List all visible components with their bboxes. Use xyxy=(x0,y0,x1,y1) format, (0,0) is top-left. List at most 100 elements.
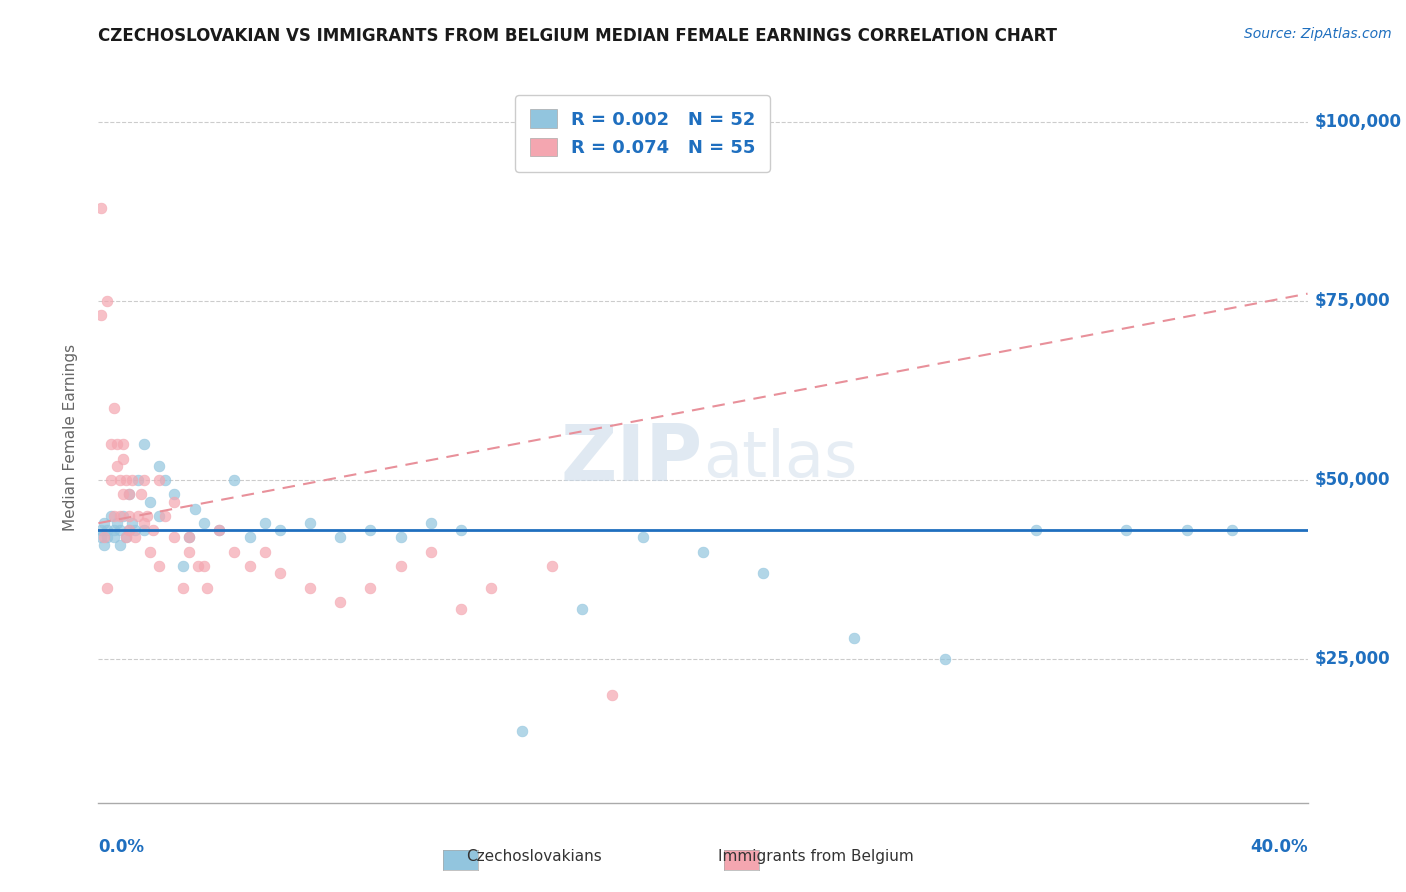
Point xyxy=(103,508,125,523)
Point xyxy=(100,508,122,523)
Point xyxy=(481,581,503,595)
Point xyxy=(1220,524,1243,538)
Point xyxy=(602,688,624,702)
Point xyxy=(90,531,112,545)
Point xyxy=(111,437,134,451)
Text: 0.0%: 0.0% xyxy=(98,838,145,856)
Point xyxy=(1175,524,1198,538)
Point xyxy=(195,581,218,595)
Point xyxy=(105,516,128,530)
Text: $50,000: $50,000 xyxy=(1315,471,1391,489)
Point xyxy=(239,559,262,574)
Point xyxy=(135,508,157,523)
Point xyxy=(208,524,231,538)
Point xyxy=(177,545,201,559)
Point xyxy=(132,437,155,451)
Point xyxy=(172,559,194,574)
Y-axis label: Median Female Earnings: Median Female Earnings xyxy=(63,343,77,531)
Point xyxy=(329,531,352,545)
Point xyxy=(299,516,322,530)
Point xyxy=(184,501,207,516)
Point xyxy=(450,524,472,538)
Point xyxy=(111,487,134,501)
Point xyxy=(121,473,143,487)
Point xyxy=(208,524,231,538)
Point xyxy=(752,566,775,581)
Point xyxy=(163,487,186,501)
Point xyxy=(96,524,118,538)
Point xyxy=(239,531,262,545)
Point xyxy=(139,494,162,508)
Point xyxy=(100,473,122,487)
Point xyxy=(127,508,149,523)
Point xyxy=(93,538,115,552)
Text: Immigrants from Belgium: Immigrants from Belgium xyxy=(717,849,914,863)
Point xyxy=(96,581,118,595)
Point xyxy=(114,473,136,487)
Point xyxy=(540,559,562,574)
Point xyxy=(360,524,382,538)
Text: $25,000: $25,000 xyxy=(1315,650,1391,668)
Point xyxy=(93,516,115,530)
Point xyxy=(148,473,170,487)
Point xyxy=(108,473,131,487)
Point xyxy=(118,487,141,501)
Point xyxy=(163,531,186,545)
Point xyxy=(114,531,136,545)
Point xyxy=(132,516,155,530)
Point xyxy=(299,581,322,595)
Point xyxy=(105,437,128,451)
Point xyxy=(132,524,155,538)
Point xyxy=(571,602,593,616)
Point xyxy=(96,293,118,308)
Point xyxy=(148,559,170,574)
Point xyxy=(93,531,115,545)
Point xyxy=(510,724,533,739)
Point xyxy=(103,524,125,538)
Point xyxy=(118,524,141,538)
Point xyxy=(450,602,472,616)
Point xyxy=(360,581,382,595)
Point xyxy=(389,559,412,574)
Point xyxy=(224,545,246,559)
Point xyxy=(148,458,170,473)
Point xyxy=(253,516,276,530)
Point xyxy=(163,494,186,508)
Point xyxy=(269,566,291,581)
Point xyxy=(105,458,128,473)
Point xyxy=(148,508,170,523)
Point xyxy=(124,524,146,538)
Point xyxy=(177,531,201,545)
Point xyxy=(193,559,215,574)
Point xyxy=(108,538,131,552)
Point xyxy=(103,531,125,545)
Text: ZIP: ZIP xyxy=(561,421,703,497)
Point xyxy=(118,508,141,523)
Point xyxy=(114,531,136,545)
Point xyxy=(127,473,149,487)
Text: $75,000: $75,000 xyxy=(1315,292,1391,310)
Point xyxy=(172,581,194,595)
Point xyxy=(253,545,276,559)
Point xyxy=(90,524,112,538)
Legend: R = 0.002   N = 52, R = 0.074   N = 55: R = 0.002 N = 52, R = 0.074 N = 55 xyxy=(515,95,770,171)
Point xyxy=(187,559,209,574)
Point xyxy=(1115,524,1137,538)
Point xyxy=(139,545,162,559)
Point xyxy=(121,516,143,530)
Point xyxy=(153,508,176,523)
Point xyxy=(124,531,146,545)
Text: 40.0%: 40.0% xyxy=(1250,838,1308,856)
Point xyxy=(1024,524,1046,538)
Point xyxy=(193,516,215,530)
Point xyxy=(111,451,134,466)
Point xyxy=(108,508,131,523)
Text: CZECHOSLOVAKIAN VS IMMIGRANTS FROM BELGIUM MEDIAN FEMALE EARNINGS CORRELATION CH: CZECHOSLOVAKIAN VS IMMIGRANTS FROM BELGI… xyxy=(98,27,1057,45)
Text: atlas: atlas xyxy=(703,428,858,490)
Point xyxy=(129,487,152,501)
Point xyxy=(934,652,956,666)
Point xyxy=(118,524,141,538)
Point xyxy=(389,531,412,545)
Point xyxy=(269,524,291,538)
Point xyxy=(96,531,118,545)
